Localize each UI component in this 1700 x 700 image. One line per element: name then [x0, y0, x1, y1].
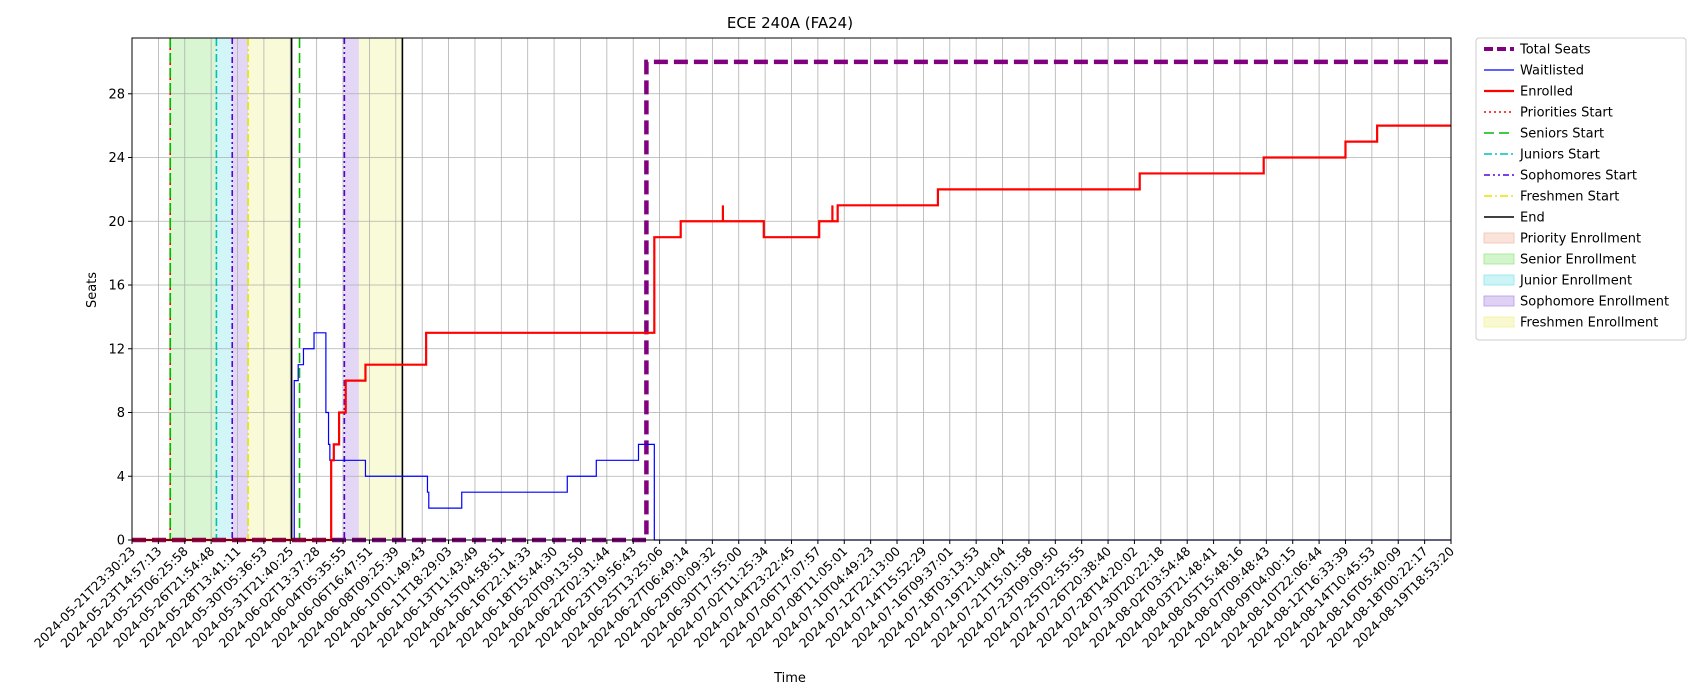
y-tick-label: 28: [108, 87, 125, 102]
legend-label: Freshmen Enrollment: [1520, 316, 1658, 331]
period-band: [344, 38, 359, 540]
period-band: [170, 38, 217, 540]
y-axis-ticks: 0 4 8 12 16 20 24 28: [108, 87, 132, 549]
legend-label: Waitlisted: [1520, 64, 1584, 79]
legend-swatch: [1483, 274, 1515, 286]
legend-label: Juniors Start: [1519, 148, 1600, 163]
x-axis-label: Time: [773, 671, 806, 686]
legend-box: [1475, 37, 1687, 341]
legend-swatch: [1483, 253, 1515, 265]
series-line: [132, 332, 1451, 541]
series-line: [132, 59, 1451, 543]
chart-title: ECE 240A (FA24): [727, 14, 853, 32]
period-band: [358, 38, 403, 540]
legend: Total Seats Waitlisted Enrolled Priorities …: [1475, 37, 1687, 341]
legend-label: Total Seats: [1519, 43, 1591, 58]
legend-label: Priority Enrollment: [1520, 232, 1641, 247]
legend-label: Freshmen Start: [1520, 190, 1619, 205]
y-tick-label: 4: [117, 470, 125, 485]
x-axis-ticks: 2024-05-21T23:30:232024-05-23T14:57:1320…: [31, 540, 1457, 651]
legend-label: Enrolled: [1520, 85, 1573, 100]
y-tick-label: 0: [117, 534, 125, 549]
legend-swatch: [1483, 232, 1515, 244]
y-tick-label: 8: [117, 406, 125, 421]
legend-label: Sophomores Start: [1520, 169, 1637, 184]
period-band: [248, 38, 292, 540]
legend-label: Priorities Start: [1520, 106, 1613, 121]
legend-swatch: [1483, 316, 1515, 328]
enrollment-start-lines: [169, 38, 404, 540]
y-tick-label: 12: [108, 342, 125, 357]
period-band: [232, 38, 249, 540]
series-line: [132, 124, 1451, 542]
y-axis-label: Seats: [85, 272, 100, 308]
legend-label: Junior Enrollment: [1519, 274, 1632, 289]
period-band: [216, 38, 233, 540]
legend-swatch: [1483, 295, 1515, 307]
legend-label: Sophomore Enrollment: [1520, 295, 1669, 310]
data-series: [132, 59, 1451, 543]
legend-label: Seniors Start: [1520, 127, 1604, 142]
grid-lines: [131, 38, 1452, 541]
legend-label: Senior Enrollment: [1520, 253, 1636, 268]
y-tick-label: 20: [108, 215, 125, 230]
y-tick-label: 24: [108, 151, 125, 166]
legend-label: End: [1520, 211, 1545, 226]
y-tick-label: 16: [108, 279, 125, 294]
enrollment-period-bands: [168, 38, 403, 540]
